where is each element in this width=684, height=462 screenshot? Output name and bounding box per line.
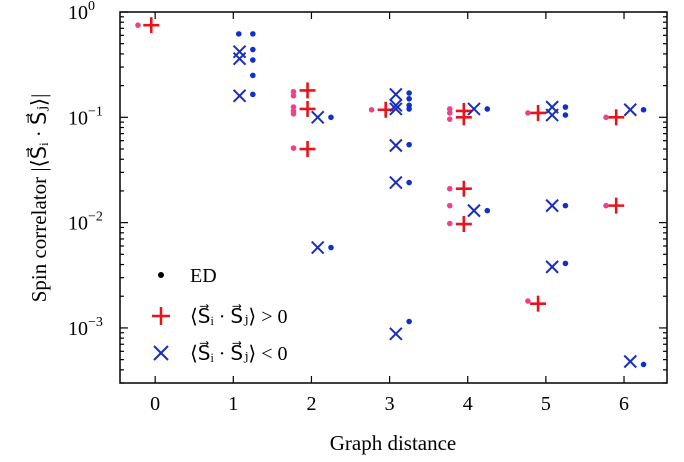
- ed-point: [250, 46, 256, 53]
- y-tick-label: 10−2: [68, 210, 103, 235]
- ed-point: [525, 298, 531, 304]
- y-tick-label: 10−3: [68, 315, 103, 340]
- legend-ed-label: ED: [190, 265, 217, 287]
- ed-point: [406, 141, 412, 148]
- x-tick-label: 2: [306, 393, 316, 415]
- legend: ED ⟨S⃗ᵢ · S⃗ⱼ⟩ > 0 ⟨S⃗ᵢ · S⃗ⱼ⟩ < 0: [152, 265, 288, 365]
- legend-positive-label: ⟨S⃗ᵢ · S⃗ⱼ⟩ > 0: [190, 303, 288, 328]
- ed-point: [235, 31, 242, 37]
- negative-correlator-mark: [623, 103, 637, 117]
- negative-correlator-mark: [623, 354, 637, 369]
- x-axis-label: Graph distance: [330, 431, 457, 455]
- ed-point: [640, 361, 647, 368]
- ed-point: [250, 91, 256, 98]
- ed-point: [250, 57, 256, 63]
- ed-point: [406, 179, 412, 186]
- y-axis-label: Spin correlator |⟨S⃗ᵢ · S⃗ⱼ⟩|: [26, 94, 51, 303]
- negative-correlator-mark: [545, 260, 559, 274]
- ed-point: [446, 185, 453, 192]
- negative-correlator-mark: [232, 52, 247, 66]
- ed-point: [562, 202, 569, 209]
- ed-point: [603, 202, 609, 209]
- negative-correlator-mark: [467, 203, 481, 218]
- positive-correlator-mark: [299, 141, 316, 158]
- ed-point: [135, 22, 141, 28]
- negative-correlator-mark: [389, 102, 403, 116]
- ed-point: [562, 260, 569, 267]
- positive-correlator-mark: [455, 180, 472, 197]
- negative-correlator-mark: [389, 327, 403, 341]
- x-tick-label: 3: [385, 393, 395, 415]
- positive-correlator-mark: [299, 100, 316, 117]
- ed-point: [250, 31, 256, 37]
- legend-ed-marker: [158, 272, 164, 278]
- ed-point: [290, 93, 297, 99]
- y-tick-label: 100: [68, 0, 95, 24]
- ed-point: [290, 145, 297, 151]
- plot-frame: [119, 11, 668, 384]
- ed-point: [250, 72, 256, 79]
- ed-point: [406, 95, 412, 102]
- ed-point: [406, 106, 412, 112]
- x-axis-ticks: 0 1 2 3 4 5 6: [150, 12, 629, 415]
- positive-correlator-mark: [530, 104, 547, 121]
- positive-correlator-mark: [608, 197, 625, 214]
- data-marks: [135, 17, 647, 369]
- ed-point: [328, 244, 334, 251]
- negative-correlator-mark: [389, 87, 403, 102]
- ed-point: [484, 207, 491, 214]
- negative-correlator-mark: [389, 98, 403, 113]
- ed-point: [562, 112, 569, 118]
- x-tick-label: 6: [619, 393, 629, 415]
- x-tick-label: 4: [463, 393, 473, 415]
- ed-point: [484, 106, 491, 112]
- ed-point: [562, 104, 569, 110]
- ed-point: [406, 318, 412, 325]
- ed-point: [446, 116, 453, 122]
- legend-positive-marker: [152, 307, 170, 325]
- ed-point: [446, 220, 453, 227]
- ed-point: [446, 110, 453, 116]
- positive-correlator-mark: [299, 82, 316, 99]
- y-axis-ticks: 100 10−1 10−2 10−3: [68, 0, 667, 384]
- negative-correlator-mark: [389, 138, 403, 153]
- y-tick-label: 10−1: [68, 104, 103, 129]
- negative-correlator-mark: [467, 102, 481, 116]
- ed-point: [290, 110, 297, 117]
- negative-correlator-mark: [545, 198, 559, 213]
- ed-point: [446, 106, 453, 112]
- legend-negative-marker: [153, 345, 169, 361]
- x-tick-label: 1: [228, 393, 238, 415]
- negative-correlator-mark: [310, 240, 325, 255]
- negative-correlator-mark: [545, 108, 559, 122]
- positive-correlator-mark: [530, 295, 547, 312]
- negative-correlator-mark: [232, 89, 247, 103]
- positive-correlator-mark: [143, 17, 160, 34]
- legend-negative-label: ⟨S⃗ᵢ · S⃗ⱼ⟩ < 0: [190, 340, 288, 365]
- ed-point: [603, 114, 609, 121]
- x-tick-label: 5: [541, 393, 551, 415]
- negative-correlator-mark: [389, 175, 403, 190]
- positive-correlator-mark: [455, 109, 472, 126]
- ed-point: [640, 106, 647, 113]
- ed-point: [406, 90, 412, 96]
- ed-point: [328, 114, 334, 121]
- ed-point: [290, 88, 297, 95]
- positive-correlator-mark: [608, 109, 625, 126]
- x-tick-label: 0: [150, 393, 160, 415]
- negative-correlator-mark: [310, 110, 325, 125]
- ed-point: [368, 106, 375, 113]
- positive-correlator-mark: [455, 216, 472, 233]
- ed-point: [446, 202, 453, 209]
- ed-point: [525, 110, 531, 116]
